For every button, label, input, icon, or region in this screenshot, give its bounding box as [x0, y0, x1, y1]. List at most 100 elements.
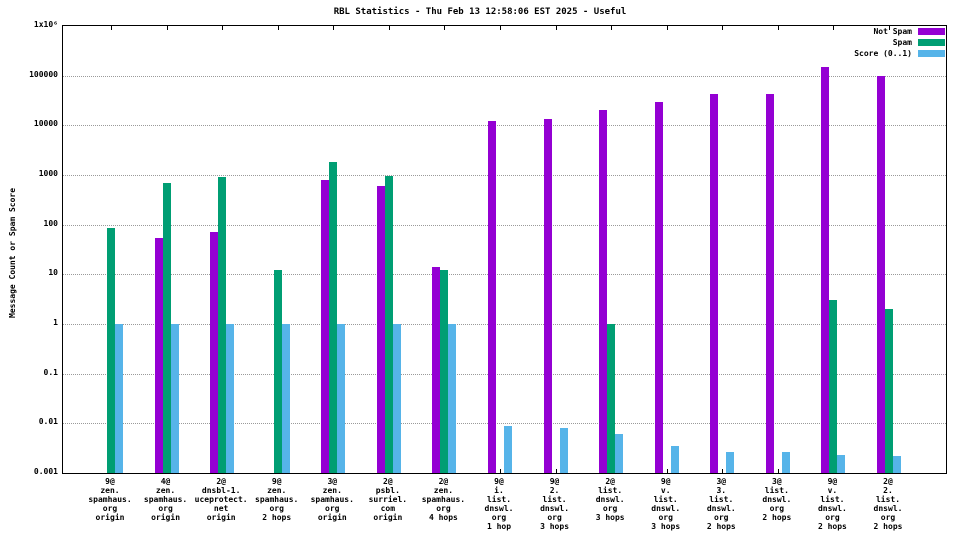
x-category-line: 3 hops	[651, 522, 681, 531]
x-category-label: 9@ 2. list. dnswl. org 3 hops	[523, 477, 587, 531]
x-category-line: zen.	[155, 486, 176, 495]
x-category-line: 3@	[772, 477, 782, 486]
bar-not-spam	[877, 75, 885, 473]
x-category-line: dnswl.	[817, 504, 847, 513]
bar-spam	[107, 228, 115, 473]
x-category-line: dnswl.	[651, 504, 681, 513]
x-category-label: 2@ 2. list. dnswl. org 2 hops	[856, 477, 920, 531]
x-category-line: list.	[820, 495, 845, 504]
x-tick	[722, 469, 724, 473]
x-category-line: dnsbl-1.	[201, 486, 241, 495]
bar-spam	[440, 270, 449, 473]
x-category-line: 2 hops	[817, 522, 847, 531]
x-category-line: 2 hops	[262, 513, 292, 522]
x-category-line: list.	[764, 486, 789, 495]
bar-score-0-1	[504, 425, 512, 473]
x-category-line: spamhaus.	[88, 495, 132, 504]
x-category-line: 3.	[716, 486, 727, 495]
x-tick	[555, 26, 557, 30]
x-category-line: dnswl.	[595, 495, 625, 504]
x-tick	[666, 26, 668, 30]
x-category-line: psbl.	[375, 486, 400, 495]
x-category-line: org	[269, 504, 284, 513]
x-category-line: net	[213, 504, 229, 513]
legend-row: Spam	[854, 37, 945, 48]
x-category-line: spamhaus.	[255, 495, 299, 504]
y-gridline	[63, 175, 946, 176]
legend-label: Not Spam	[873, 27, 912, 36]
y-tick-label: 10000	[33, 119, 58, 129]
x-category-line: 4@	[160, 477, 171, 486]
y-tick-label: 0.1	[43, 367, 58, 377]
x-category-line: org	[602, 504, 618, 513]
x-tick	[500, 469, 501, 473]
x-category-line: org	[825, 513, 840, 522]
bar-score-0-1	[392, 324, 401, 473]
bar-score-0-1	[281, 324, 290, 473]
y-tick-label: 100	[43, 218, 58, 228]
bar-spam	[829, 300, 838, 473]
x-category-line: list.	[709, 495, 734, 504]
y-tick-label: 1000	[38, 169, 58, 178]
x-category-line: i.	[494, 486, 504, 495]
x-category-label: 2@ psbl. surriel. com origin	[356, 477, 420, 522]
y-tick-label: 0.01	[38, 417, 58, 427]
x-category-line: 3@	[716, 477, 727, 486]
chart-title: RBL Statistics - Thu Feb 13 12:58:06 EST…	[333, 7, 627, 17]
bar-not-spam	[765, 94, 774, 473]
x-category-line: 9@	[660, 477, 671, 486]
x-category-line: zen.	[433, 486, 454, 495]
x-category-line: list.	[598, 486, 623, 495]
bar-score-0-1	[837, 455, 846, 473]
bar-score-0-1	[670, 445, 679, 473]
x-category-line: 2.	[883, 486, 893, 495]
x-tick	[777, 469, 779, 473]
x-category-line: 2@	[605, 477, 615, 486]
bar-not-spam	[599, 110, 608, 473]
x-category-line: spamhaus.	[310, 495, 354, 504]
x-category-line: 1 hop	[486, 522, 512, 531]
x-category-label: 9@ v. list. dnswl. org 2 hops	[800, 477, 864, 531]
legend-row: Not Spam	[854, 26, 945, 37]
y-gridline	[63, 373, 946, 375]
legend-label: Score (0..1)	[854, 49, 912, 58]
x-category-line: org	[714, 513, 729, 522]
x-category-line: org	[658, 513, 673, 522]
x-tick	[555, 469, 557, 473]
legend-swatch	[918, 39, 945, 46]
bar-spam	[885, 309, 893, 473]
x-category-line: zen.	[100, 486, 120, 495]
bar-score-0-1	[893, 455, 901, 473]
bar-not-spam	[654, 101, 663, 473]
x-category-line: surriel.	[368, 495, 408, 504]
x-tick	[611, 26, 613, 30]
x-tick	[666, 469, 668, 473]
bar-not-spam	[488, 121, 496, 473]
y-tick-label: 100000	[29, 69, 58, 79]
bar-not-spam	[154, 237, 163, 473]
x-category-line: origin	[95, 513, 125, 522]
x-category-line: 3 hops	[540, 522, 570, 531]
x-category-label: 9@ i. list. dnswl. org 1 hop	[467, 477, 531, 531]
legend-label: Spam	[892, 38, 912, 47]
bar-not-spam	[376, 186, 385, 473]
legend-row: Score (0..1)	[854, 48, 945, 59]
bar-spam	[162, 182, 171, 473]
bar-spam	[218, 177, 227, 473]
x-tick	[277, 26, 279, 30]
x-category-line: org	[436, 504, 451, 513]
x-category-line: dnswl.	[762, 495, 792, 504]
x-category-line: org	[769, 504, 785, 513]
x-category-line: dnswl.	[484, 504, 514, 513]
x-category-label: 3@ 3. list. dnswl. org 2 hops	[689, 477, 753, 531]
x-tick	[500, 26, 501, 30]
bar-spam	[384, 176, 393, 473]
x-tick	[722, 26, 724, 30]
x-category-line: v.	[827, 486, 838, 495]
x-category-label: 4@ zen. spamhaus. org origin	[134, 477, 198, 522]
x-tick	[833, 26, 835, 30]
y-tick-label: 1x10⁶	[33, 20, 58, 29]
x-category-line: org	[102, 504, 118, 513]
x-category-line: 2@	[438, 477, 449, 486]
y-gridline	[63, 224, 946, 226]
